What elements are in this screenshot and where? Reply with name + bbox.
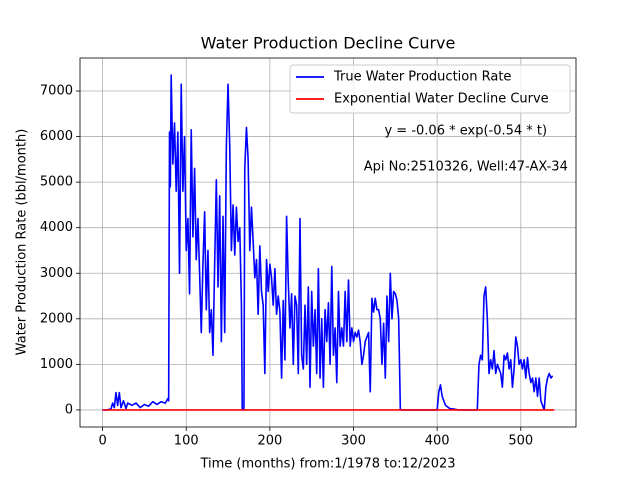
legend-label: Exponential Water Decline Curve <box>334 92 549 107</box>
legend-label: True Water Production Rate <box>333 70 511 85</box>
plot-frame <box>79 57 577 428</box>
chart-title: Water Production Decline Curve <box>201 34 456 53</box>
x-tick-label: 100 <box>174 434 199 449</box>
y-tick-label: 1000 <box>40 357 73 372</box>
y-tick-label: 6000 <box>40 129 73 144</box>
x-tick-label: 200 <box>257 434 282 449</box>
y-tick-label: 2000 <box>40 311 73 326</box>
x-tick-label: 300 <box>341 434 366 449</box>
x-tick-label: 500 <box>508 434 533 449</box>
y-tick-label: 0 <box>65 402 73 417</box>
annotation: Api No:2510326, Well:47-AX-34 <box>364 160 568 175</box>
legend-box <box>289 64 571 114</box>
x-tick-label: 400 <box>425 434 450 449</box>
y-tick-label: 3000 <box>40 266 73 281</box>
y-tick-label: 7000 <box>40 84 73 99</box>
x-axis-label: Time (months) from:1/1978 to:12/2023 <box>199 457 455 472</box>
annotation: y = -0.06 * exp(-0.54 * t) <box>384 124 547 139</box>
y-axis-label: Water Production Rate (bbl/month) <box>15 129 30 356</box>
x-tick-label: 0 <box>98 434 106 449</box>
y-tick-label: 5000 <box>40 175 73 190</box>
series-line <box>102 74 554 411</box>
y-tick-label: 4000 <box>40 220 73 235</box>
